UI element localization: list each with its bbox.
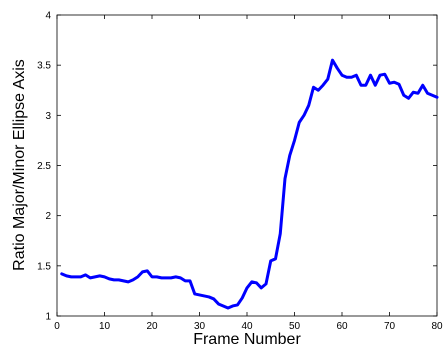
- x-tick-label: 50: [289, 321, 301, 332]
- series-line: [60, 58, 439, 310]
- y-tick-label: 2.5: [37, 161, 51, 172]
- x-tick-label: 70: [384, 321, 396, 332]
- tick-marks: [56, 14, 438, 317]
- y-tick-label: 4: [45, 11, 51, 22]
- x-tick-label: 30: [194, 321, 206, 332]
- x-tick-labels: 0 10 20 30 40 50 60 70 80: [54, 321, 443, 332]
- plot-frame: [56, 14, 438, 317]
- y-axis-label: Ratio Major/Minor Ellipse Axis: [11, 59, 28, 271]
- y-tick-label: 1: [45, 312, 51, 323]
- x-tick-label: 20: [146, 321, 158, 332]
- x-tick-label: 60: [336, 321, 348, 332]
- y-tick-label: 2: [45, 211, 51, 222]
- x-tick-label: 10: [99, 321, 111, 332]
- y-tick-label: 3: [45, 111, 51, 122]
- y-tick-label: 1.5: [37, 261, 51, 272]
- x-tick-label: 40: [241, 321, 253, 332]
- y-tick-label: 3.5: [37, 61, 51, 72]
- x-tick-label: 80: [431, 321, 443, 332]
- x-axis-label: Frame Number: [193, 331, 301, 348]
- x-tick-label: 0: [54, 321, 60, 332]
- y-tick-labels: 1 1.5 2 2.5 3 3.5 4: [37, 11, 51, 323]
